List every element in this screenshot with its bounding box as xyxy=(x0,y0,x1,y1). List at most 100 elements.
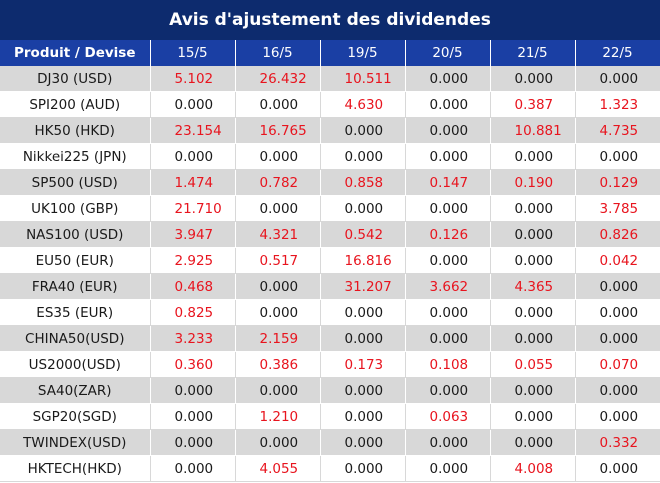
value-cell: 0.000 xyxy=(235,195,321,222)
column-header-date: 20/5 xyxy=(405,40,491,66)
value-cell: 0.000 xyxy=(405,429,491,456)
value-cell: 0.070 xyxy=(575,351,660,378)
value-cell: 0.000 xyxy=(575,273,660,300)
value-cell: 0.000 xyxy=(490,429,576,456)
value-cell: 0.000 xyxy=(405,455,491,482)
value-cell: 0.000 xyxy=(405,91,491,118)
value-cell: 0.000 xyxy=(490,66,576,92)
product-cell: SPI200 (AUD) xyxy=(0,91,151,118)
table-row: TWINDEX(USD) 0.000 0.000 0.000 0.000 0.000 0.3… xyxy=(0,429,660,456)
table-row: HKTECH(HKD) 0.000 4.055 0.000 0.000 4.008 0.00… xyxy=(0,455,660,482)
table-row: Nikkei225 (JPN) 0.000 0.000 0.000 0.000 0.000… xyxy=(0,143,660,170)
table-row: EU50 (EUR) 2.925 0.517 16.816 0.000 0.000 0.04… xyxy=(0,247,660,274)
value-cell: 1.474 xyxy=(150,169,236,196)
value-cell: 0.000 xyxy=(320,143,406,170)
value-cell: 0.000 xyxy=(490,377,576,404)
column-header-date: 19/5 xyxy=(320,40,406,66)
value-cell: 26.432 xyxy=(235,66,321,92)
value-cell: 5.102 xyxy=(150,66,236,92)
product-cell: NAS100 (USD) xyxy=(0,221,151,248)
value-cell: 4.365 xyxy=(490,273,576,300)
value-cell: 10.881 xyxy=(490,117,576,144)
value-cell: 4.008 xyxy=(490,455,576,482)
product-cell: ES35 (EUR) xyxy=(0,299,151,326)
value-cell: 16.816 xyxy=(320,247,406,274)
value-cell: 0.000 xyxy=(405,299,491,326)
value-cell: 0.000 xyxy=(235,299,321,326)
value-cell: 4.630 xyxy=(320,91,406,118)
value-cell: 0.000 xyxy=(490,247,576,274)
value-cell: 0.000 xyxy=(490,143,576,170)
product-cell: FRA40 (EUR) xyxy=(0,273,151,300)
value-cell: 0.000 xyxy=(150,429,236,456)
value-cell: 0.000 xyxy=(405,247,491,274)
value-cell: 4.321 xyxy=(235,221,321,248)
value-cell: 0.063 xyxy=(405,403,491,430)
value-cell: 4.735 xyxy=(575,117,660,144)
product-cell: SP500 (USD) xyxy=(0,169,151,196)
value-cell: 0.129 xyxy=(575,169,660,196)
value-cell: 0.000 xyxy=(235,377,321,404)
value-cell: 3.662 xyxy=(405,273,491,300)
table-row: UK100 (GBP) 21.710 0.000 0.000 0.000 0.000 3.7… xyxy=(0,195,660,222)
value-cell: 0.000 xyxy=(235,273,321,300)
table-row: CHINA50(USD) 3.233 2.159 0.000 0.000 0.000 0.0… xyxy=(0,325,660,352)
value-cell: 0.000 xyxy=(405,66,491,92)
value-cell: 4.055 xyxy=(235,455,321,482)
value-cell: 0.173 xyxy=(320,351,406,378)
product-cell: HKTECH(HKD) xyxy=(0,455,151,482)
value-cell: 0.000 xyxy=(320,429,406,456)
value-cell: 0.826 xyxy=(575,221,660,248)
product-cell: US2000(USD) xyxy=(0,351,151,378)
column-header-date: 22/5 xyxy=(575,40,660,66)
value-cell: 0.055 xyxy=(490,351,576,378)
value-cell: 0.000 xyxy=(235,429,321,456)
value-cell: 0.517 xyxy=(235,247,321,274)
table-row: SP500 (USD) 1.474 0.782 0.858 0.147 0.190 0.12… xyxy=(0,169,660,196)
value-cell: 0.387 xyxy=(490,91,576,118)
product-cell: DJ30 (USD) xyxy=(0,66,151,92)
product-cell: SA40(ZAR) xyxy=(0,377,151,404)
value-cell: 0.000 xyxy=(405,325,491,352)
value-cell: 0.000 xyxy=(490,325,576,352)
product-cell: CHINA50(USD) xyxy=(0,325,151,352)
product-cell: Nikkei225 (JPN) xyxy=(0,143,151,170)
value-cell: 0.000 xyxy=(320,299,406,326)
value-cell: 0.825 xyxy=(150,299,236,326)
value-cell: 0.000 xyxy=(575,299,660,326)
value-cell: 0.000 xyxy=(405,143,491,170)
value-cell: 0.000 xyxy=(405,377,491,404)
table-row: SA40(ZAR) 0.000 0.000 0.000 0.000 0.000 0.000 xyxy=(0,377,660,404)
product-cell: HK50 (HKD) xyxy=(0,117,151,144)
header-row: Produit / Devise 15/5 16/5 19/5 20/5 21/… xyxy=(0,40,660,66)
product-cell: EU50 (EUR) xyxy=(0,247,151,274)
value-cell: 2.159 xyxy=(235,325,321,352)
value-cell: 0.147 xyxy=(405,169,491,196)
value-cell: 0.858 xyxy=(320,169,406,196)
value-cell: 0.000 xyxy=(150,403,236,430)
value-cell: 0.000 xyxy=(490,299,576,326)
column-header-product: Produit / Devise xyxy=(0,40,151,66)
product-cell: TWINDEX(USD) xyxy=(0,429,151,456)
value-cell: 0.542 xyxy=(320,221,406,248)
page-title: Avis d'ajustement des dividendes xyxy=(0,0,660,40)
value-cell: 0.000 xyxy=(575,455,660,482)
value-cell: 23.154 xyxy=(150,117,236,144)
value-cell: 0.000 xyxy=(405,117,491,144)
table-row: SPI200 (AUD) 0.000 0.000 4.630 0.000 0.387 1.3… xyxy=(0,91,660,118)
value-cell: 1.210 xyxy=(235,403,321,430)
value-cell: 0.468 xyxy=(150,273,236,300)
value-cell: 0.126 xyxy=(405,221,491,248)
value-cell: 3.947 xyxy=(150,221,236,248)
value-cell: 0.000 xyxy=(150,455,236,482)
value-cell: 0.000 xyxy=(490,403,576,430)
table-row: FRA40 (EUR) 0.468 0.000 31.207 3.662 4.365 0.0… xyxy=(0,273,660,300)
value-cell: 1.323 xyxy=(575,91,660,118)
table-row: SGP20(SGD) 0.000 1.210 0.000 0.063 0.000 0.000 xyxy=(0,403,660,430)
value-cell: 3.785 xyxy=(575,195,660,222)
value-cell: 0.000 xyxy=(490,221,576,248)
value-cell: 0.000 xyxy=(575,403,660,430)
value-cell: 0.000 xyxy=(575,377,660,404)
value-cell: 10.511 xyxy=(320,66,406,92)
